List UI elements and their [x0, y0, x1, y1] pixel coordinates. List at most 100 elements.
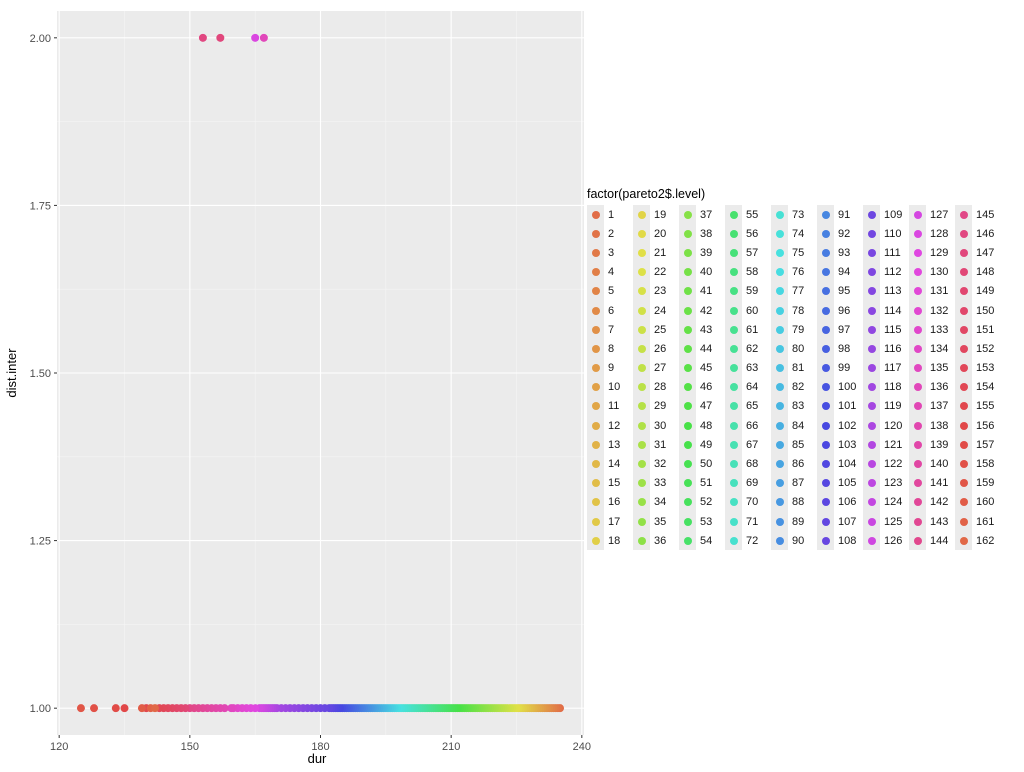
legend-swatch [683, 268, 692, 277]
legend-swatch [683, 306, 692, 315]
legend-label: 131 [930, 285, 949, 298]
legend-item: 71 [725, 512, 767, 532]
legend-swatch [821, 325, 830, 334]
legend-item: 31 [633, 435, 675, 455]
legend-key [679, 224, 696, 244]
legend-item: 44 [679, 339, 721, 359]
legend-item: 7 [587, 320, 629, 340]
legend-swatch [867, 248, 876, 257]
legend-label: 87 [792, 477, 805, 490]
legend-key [771, 339, 788, 359]
legend-key [863, 377, 880, 397]
legend-key [863, 339, 880, 359]
legend-label: 96 [838, 304, 851, 317]
legend-swatch [821, 364, 830, 373]
legend-item: 63 [725, 358, 767, 378]
legend-key [587, 435, 604, 455]
legend-swatch [775, 306, 784, 315]
legend-item: 151 [955, 320, 997, 340]
legend-item: 138 [909, 416, 951, 436]
y-axis-ticks: 1.00 1.25 1.50 1.75 2.00 [30, 33, 57, 715]
legend-swatch [867, 536, 876, 545]
legend-swatch [867, 306, 876, 315]
legend-label: 161 [976, 515, 995, 528]
legend-column: 37 38 39 40 41 42 43 44 45 46 47 48 49 50 51 52 53 54 [679, 205, 721, 551]
legend-key [817, 454, 834, 474]
legend-key [817, 435, 834, 455]
legend-swatch [959, 517, 968, 526]
legend-key [909, 473, 926, 493]
legend-item: 112 [863, 262, 905, 282]
data-point [137, 704, 146, 713]
legend-key [955, 454, 972, 474]
legend-label: 147 [976, 246, 995, 259]
legend-item: 157 [955, 435, 997, 455]
legend-key [725, 512, 742, 532]
legend-key [955, 512, 972, 532]
legend-item: 72 [725, 531, 767, 551]
legend-swatch [913, 479, 922, 488]
legend-label: 114 [884, 304, 902, 317]
legend-swatch [591, 402, 600, 411]
legend-swatch [913, 498, 922, 507]
legend-key [817, 300, 834, 321]
legend-label: 41 [700, 285, 713, 298]
legend-label: 42 [700, 304, 713, 317]
legend-label: 8 [608, 342, 615, 355]
legend-key [955, 358, 972, 378]
legend-item: 113 [863, 281, 905, 301]
legend-swatch [867, 460, 876, 469]
legend-swatch [913, 402, 922, 411]
legend-label: 150 [976, 304, 995, 317]
legend-item: 61 [725, 320, 767, 340]
legend-swatch [591, 248, 600, 257]
legend-item: 86 [771, 454, 813, 474]
legend-item: 15 [587, 473, 629, 493]
legend-key [725, 281, 742, 301]
legend-key [679, 473, 696, 493]
legend-key [863, 320, 880, 340]
legend-key [771, 473, 788, 493]
legend-swatch [959, 460, 968, 469]
legend-label: 157 [976, 438, 995, 451]
legend-label: 89 [792, 515, 805, 528]
legend-label: 132 [930, 304, 949, 317]
legend-item: 94 [817, 262, 859, 282]
legend-item: 124 [863, 492, 905, 512]
legend-key [863, 492, 880, 512]
legend-key [771, 435, 788, 455]
legend-swatch [913, 229, 922, 238]
legend-swatch [775, 536, 784, 545]
legend-swatch [775, 210, 784, 219]
legend-item: 118 [863, 377, 905, 397]
legend-key [909, 416, 926, 436]
legend-item: 99 [817, 358, 859, 378]
legend-item: 56 [725, 224, 767, 244]
legend-key [587, 512, 604, 532]
legend-label: 66 [746, 419, 759, 432]
legend-label: 144 [930, 534, 949, 547]
legend-swatch [913, 517, 922, 526]
legend-swatch [683, 325, 692, 334]
legend-item: 66 [725, 416, 767, 436]
legend-key [725, 416, 742, 436]
legend-label: 158 [976, 458, 995, 471]
legend-key [587, 492, 604, 512]
legend-label: 1 [608, 208, 615, 221]
legend-label: 149 [976, 285, 995, 298]
legend-label: 2 [608, 227, 615, 240]
legend-key [633, 454, 650, 474]
legend-label: 28 [654, 381, 667, 394]
legend-item: 51 [679, 473, 721, 493]
legend-swatch [867, 498, 876, 507]
legend-item: 156 [955, 416, 997, 436]
legend-key [955, 416, 972, 436]
legend-item: 40 [679, 262, 721, 282]
legend-label: 76 [792, 266, 805, 279]
legend-item: 155 [955, 396, 997, 417]
legend-swatch [821, 306, 830, 315]
legend-swatch [591, 498, 600, 507]
legend-key [771, 377, 788, 397]
legend-item: 142 [909, 492, 951, 512]
legend-item: 70 [725, 492, 767, 512]
